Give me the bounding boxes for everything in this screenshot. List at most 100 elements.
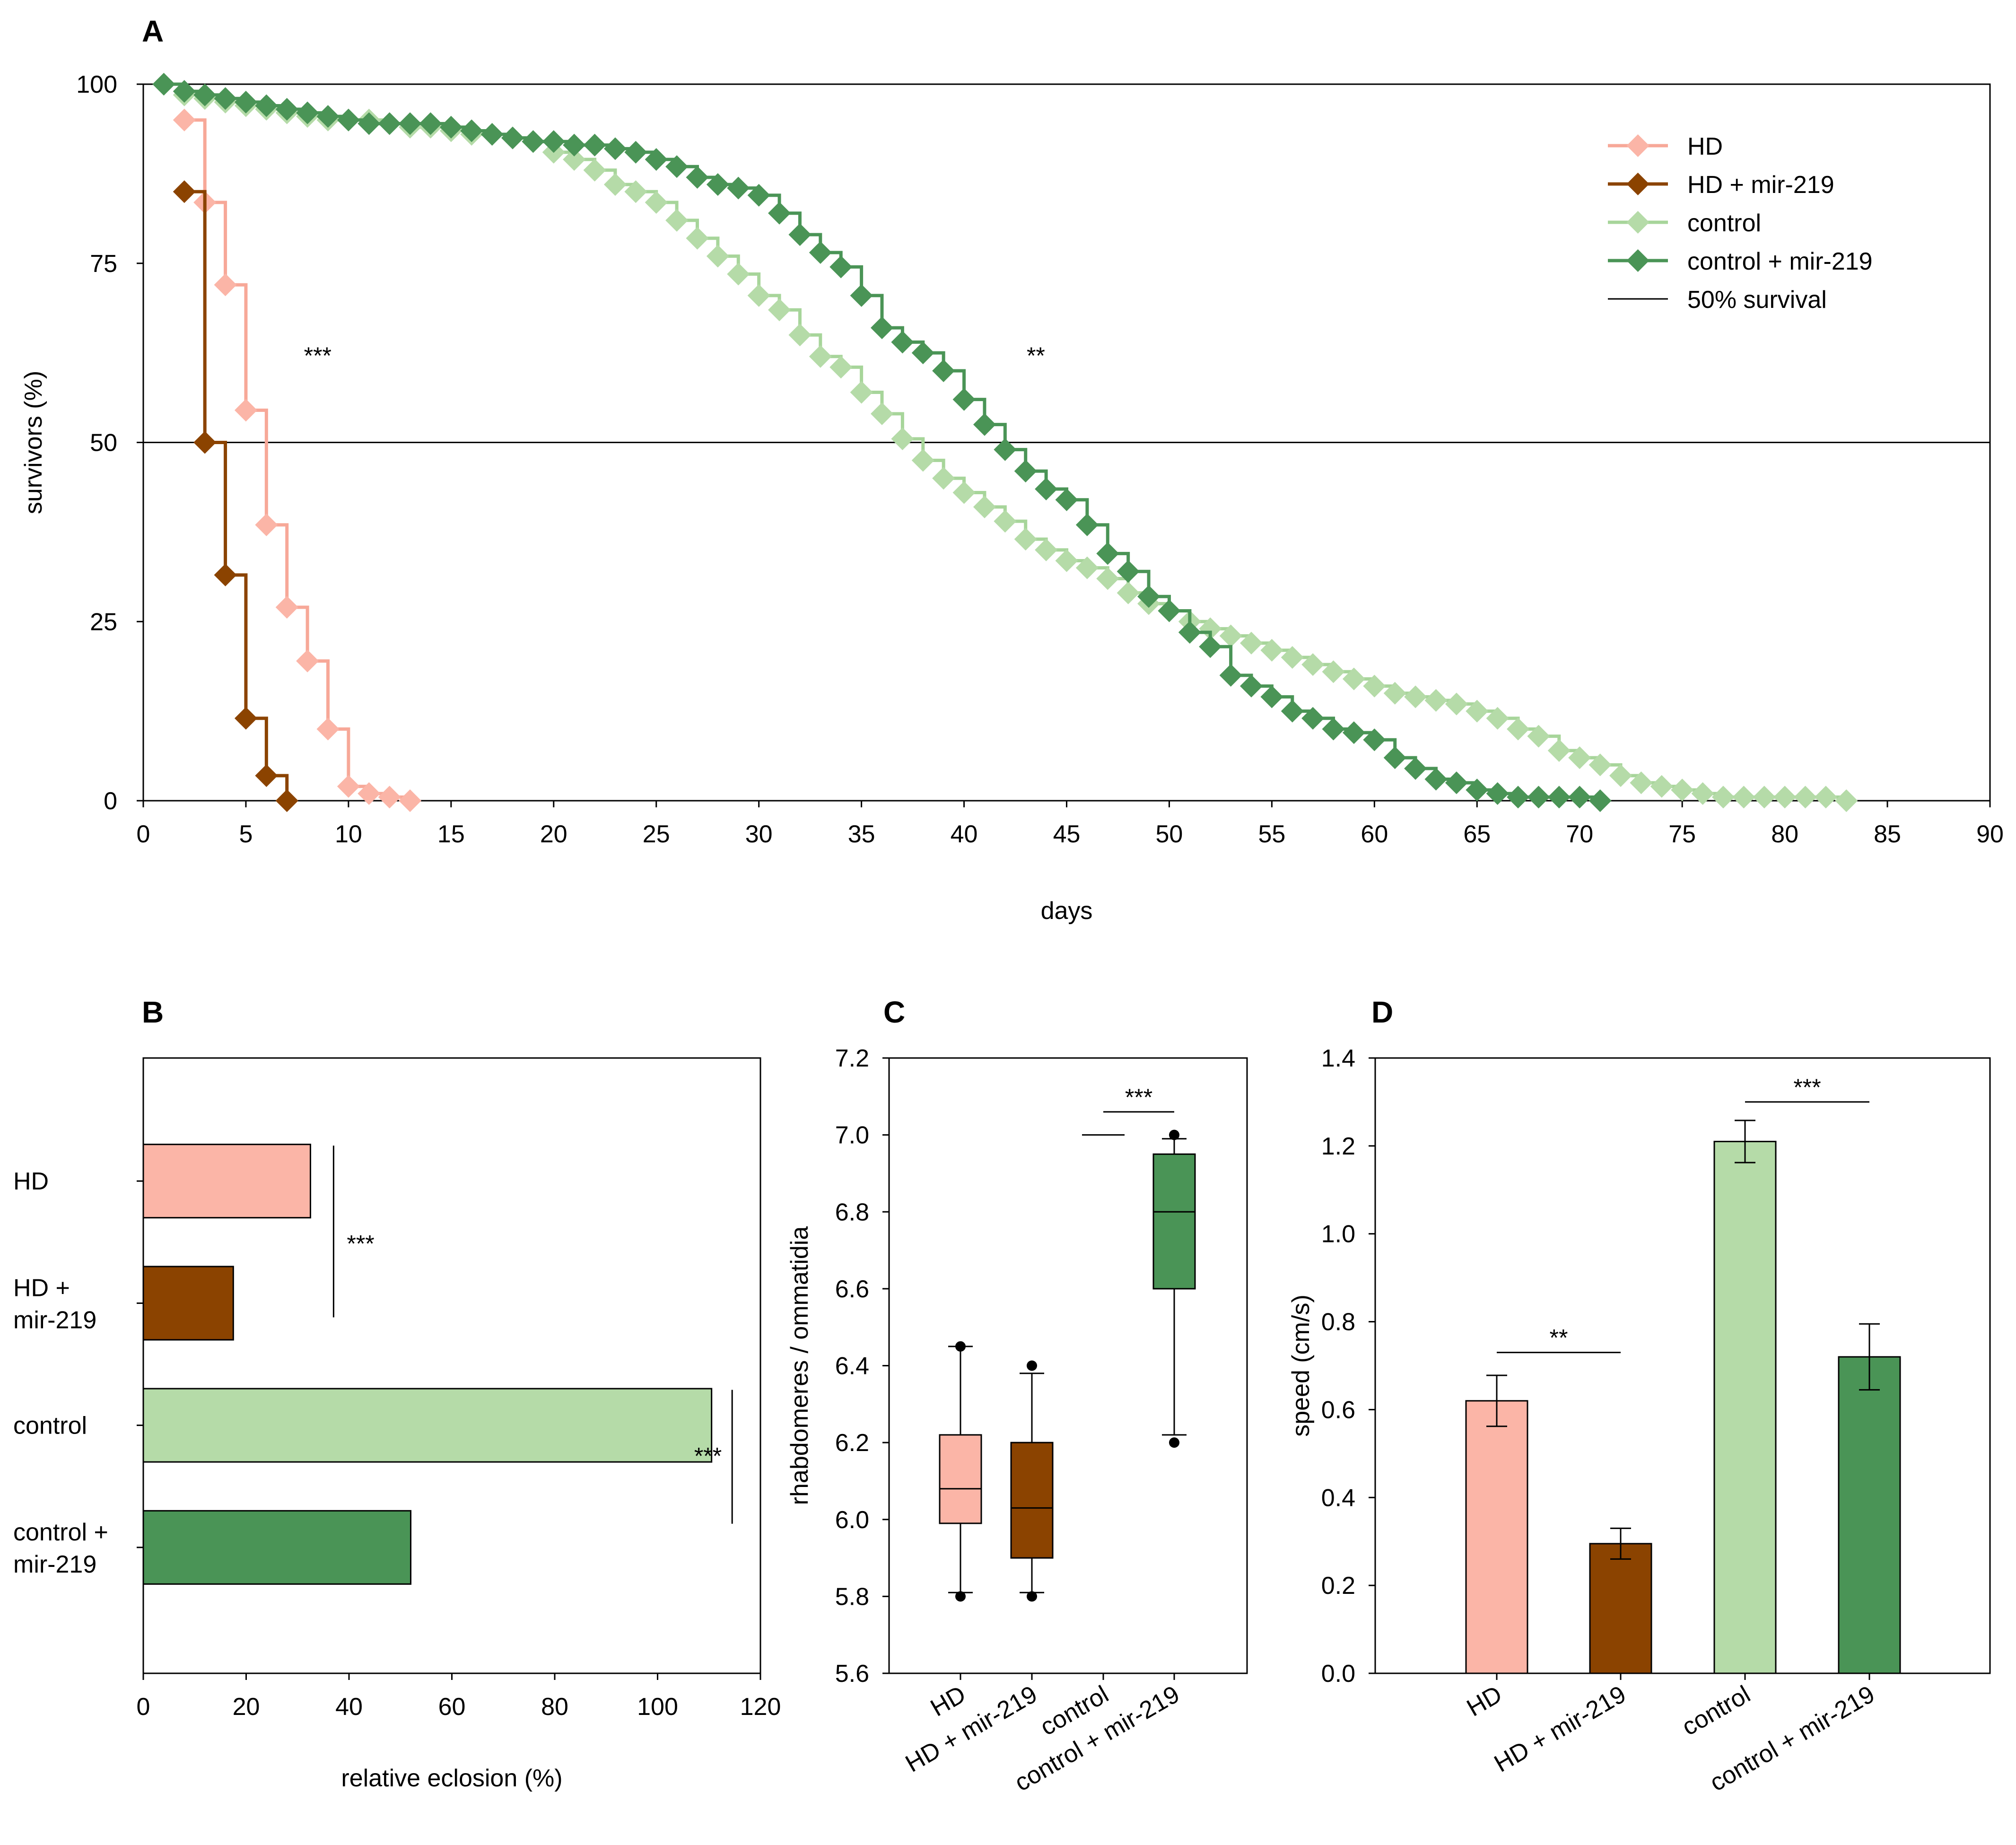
box-outlier	[1169, 1437, 1179, 1448]
x-tick-label: 5	[239, 821, 253, 848]
survival-point	[1527, 786, 1550, 809]
x-axis-title: relative eclosion (%)	[341, 1765, 562, 1792]
category-label: HD	[13, 1168, 49, 1195]
survival-point	[1158, 599, 1181, 622]
survival-point	[952, 481, 976, 504]
survival-point	[399, 789, 422, 812]
speed-bar	[1589, 1543, 1652, 1674]
y-tick-label: 6.4	[835, 1353, 869, 1380]
category-label: HD	[1462, 1680, 1507, 1722]
box-body	[939, 1434, 982, 1524]
survival-point	[563, 133, 586, 157]
box-body	[1010, 1442, 1054, 1559]
survival-point	[255, 513, 278, 536]
survival-point	[891, 331, 914, 354]
survival-point	[1055, 488, 1078, 511]
survival-point	[1096, 542, 1119, 565]
survival-point	[850, 381, 873, 404]
survival-point	[1363, 728, 1386, 752]
x-tick-label: 10	[335, 821, 362, 848]
significance-marker: ***	[304, 342, 332, 369]
plot-frame	[1374, 1057, 1991, 1674]
survival-point	[378, 786, 401, 809]
survival-point	[706, 173, 729, 196]
survival-point	[1711, 786, 1735, 809]
survival-point	[1383, 682, 1406, 705]
category-label: HD + mir-219	[901, 1680, 1042, 1778]
legend-marker	[1626, 173, 1649, 195]
survival-point	[1445, 692, 1468, 716]
survival-point	[952, 388, 976, 411]
survival-point	[316, 717, 340, 741]
x-axis-title: days	[1041, 897, 1093, 925]
y-tick-label: 6.8	[835, 1198, 869, 1226]
survival-point	[522, 130, 545, 153]
y-tick-label: 0.2	[1321, 1572, 1355, 1600]
survival-point	[665, 155, 689, 178]
eclosion-bar	[142, 1266, 234, 1341]
survival-point	[460, 119, 483, 142]
survival-point	[871, 402, 893, 425]
survival-point	[1568, 786, 1591, 809]
panel-b-eclosion-chart: 0 20 40 60 80 100 120 relative eclosion (%) HD HD…	[13, 1057, 781, 1792]
survival-point	[1281, 646, 1304, 669]
y-tick-label: 5.8	[835, 1583, 869, 1610]
y-tick-label: 1.2	[1321, 1133, 1355, 1160]
legend-marker	[1626, 249, 1649, 272]
survival-point	[1014, 460, 1037, 483]
survival-point	[624, 180, 647, 203]
survival-point	[624, 140, 647, 164]
survival-point	[337, 775, 360, 798]
survival-point	[234, 90, 257, 114]
plot-frame	[888, 1057, 1248, 1674]
survival-point	[1568, 746, 1591, 769]
survival-point	[358, 782, 381, 805]
survival-line-hd	[184, 118, 412, 801]
survival-point	[193, 431, 217, 454]
significance-marker: **	[1550, 1325, 1568, 1351]
survival-point	[1096, 567, 1119, 590]
speed-bar	[1465, 1400, 1528, 1674]
survival-point	[727, 176, 750, 200]
survival-point	[1342, 721, 1365, 744]
significance-marker: ***	[1793, 1074, 1821, 1101]
survival-point	[275, 789, 298, 812]
significance-marker: ***	[347, 1230, 374, 1257]
survival-point	[1547, 739, 1571, 762]
survival-point	[891, 427, 914, 450]
x-tick-label: 40	[335, 1693, 363, 1721]
y-tick-label: 0.6	[1321, 1396, 1355, 1424]
survival-point	[255, 94, 278, 117]
survival-point	[1835, 789, 1858, 812]
survival-point	[234, 707, 257, 730]
survival-point	[1322, 717, 1345, 741]
category-label: control	[13, 1412, 87, 1440]
survival-point	[1240, 674, 1263, 698]
box-outlier	[955, 1591, 966, 1602]
survival-point	[645, 148, 668, 171]
x-tick-label: 15	[437, 821, 465, 848]
survival-point	[173, 180, 196, 203]
survival-point	[911, 449, 934, 472]
panel-a-letter: A	[142, 14, 164, 48]
survival-point	[1363, 674, 1386, 698]
survival-point	[214, 563, 237, 586]
survival-point	[1671, 778, 1694, 802]
survival-point	[1199, 635, 1222, 658]
survival-point	[994, 510, 1017, 533]
survival-point	[1814, 786, 1837, 809]
survival-point	[1424, 768, 1448, 791]
survival-point	[255, 764, 278, 787]
x-tick-label: 100	[637, 1693, 678, 1721]
survival-point	[563, 148, 586, 171]
box-body	[1152, 1153, 1196, 1290]
survival-point	[1588, 753, 1612, 777]
survival-line-hd-mir219	[184, 190, 289, 801]
survival-point	[1035, 477, 1058, 500]
survival-point	[1424, 689, 1448, 712]
x-tick-label: 60	[438, 1693, 466, 1721]
x-tick-label: 80	[1771, 821, 1798, 848]
survival-point	[1527, 725, 1550, 748]
survival-point	[829, 356, 853, 379]
